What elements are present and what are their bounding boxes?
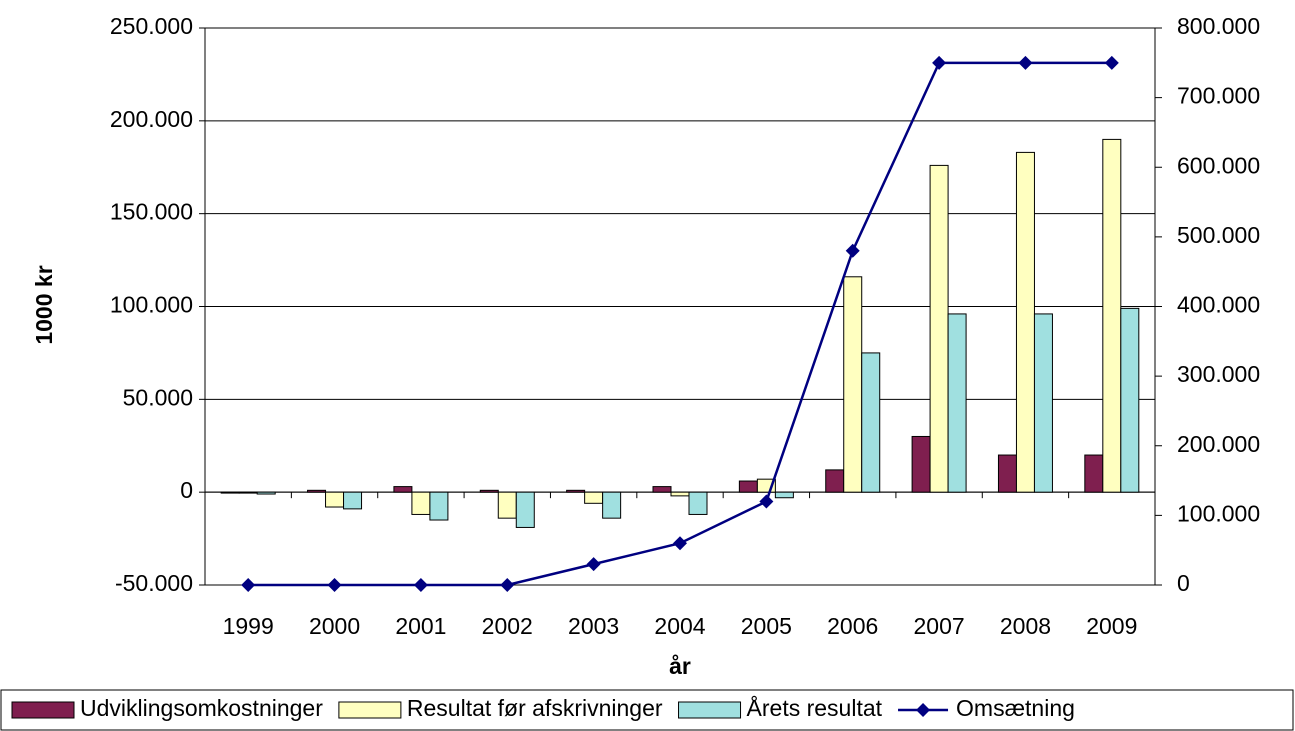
marker [932,55,947,70]
marker [327,578,342,592]
marker [241,578,256,592]
bar [429,491,449,521]
y-tick-label: 150.000 [110,199,193,225]
bar [256,491,276,495]
bar [393,486,413,493]
x-tick-label: 2000 [309,613,360,639]
bar [307,489,327,493]
bar [515,491,535,528]
bar [1102,138,1122,493]
legend-swatch [338,701,402,719]
x-tick-label: 2003 [568,613,619,639]
bar [411,491,431,515]
y2-tick-label: 600.000 [1177,152,1260,178]
x-tick-label: 2009 [1086,613,1137,639]
bar [220,491,240,494]
bar [1015,151,1035,493]
x-tick-label: 2005 [741,613,792,639]
x-tick-label: 2006 [827,613,878,639]
bar [325,491,345,508]
marker [1104,55,1119,70]
y2-tick-label: 800.000 [1177,13,1260,39]
y-tick-label: 200.000 [110,106,193,132]
marker [845,243,860,258]
y2-tick-label: 0 [1177,570,1190,596]
x-tick-label: 2007 [914,613,965,639]
bar [843,276,863,493]
legend-swatch [11,701,75,719]
legend-box [0,689,1294,731]
bar [947,313,967,493]
legend-swatch [678,701,742,719]
bar [584,491,604,504]
bar [1120,307,1140,493]
y-tick-label: -50.000 [115,570,193,596]
y2-tick-label: 200.000 [1177,431,1260,457]
bar [479,489,499,493]
bar [652,486,672,493]
x-tick-label: 2004 [654,613,705,639]
y2-tick-label: 400.000 [1177,292,1260,318]
y-tick-label: 250.000 [110,13,193,39]
bar [1033,313,1053,493]
bar [911,435,931,493]
marker [586,557,601,572]
y2-tick-label: 700.000 [1177,83,1260,109]
marker [673,536,687,551]
y-tick-label: 100.000 [110,292,193,318]
marker [1018,55,1033,70]
bar [497,491,517,519]
y2-tick-label: 300.000 [1177,361,1260,387]
bar [929,164,949,493]
x-axis-title: år [669,653,691,679]
line [248,61,1112,587]
bar [670,491,690,497]
y2-tick-label: 500.000 [1177,222,1260,248]
marker [500,578,515,592]
bar [738,480,758,493]
legend-label: Årets resultat [747,694,883,721]
legend-label: Omsætning [956,695,1075,721]
bar [1084,454,1104,493]
marker [759,494,774,509]
x-tick-label: 2002 [482,613,533,639]
legend-label: Resultat før afskrivninger [407,695,663,721]
bar [997,454,1017,493]
x-tick-label: 2008 [1000,613,1051,639]
x-tick-label: 2001 [395,613,446,639]
marker [413,578,428,592]
x-tick-label: 1999 [223,613,274,639]
bar [566,489,586,493]
legend-marker [916,703,931,717]
bar [861,352,881,493]
y-tick-label: 50.000 [123,384,193,410]
y-tick-label: 0 [180,477,193,503]
bar [238,491,258,494]
bar [602,491,622,519]
y-axis-title: 1000 kr [31,265,57,344]
y2-tick-label: 100.000 [1177,500,1260,526]
bar [825,469,845,493]
bar [688,491,708,515]
bar [774,491,794,499]
legend-label: Udviklingsomkostninger [80,695,323,721]
bar [343,491,363,510]
